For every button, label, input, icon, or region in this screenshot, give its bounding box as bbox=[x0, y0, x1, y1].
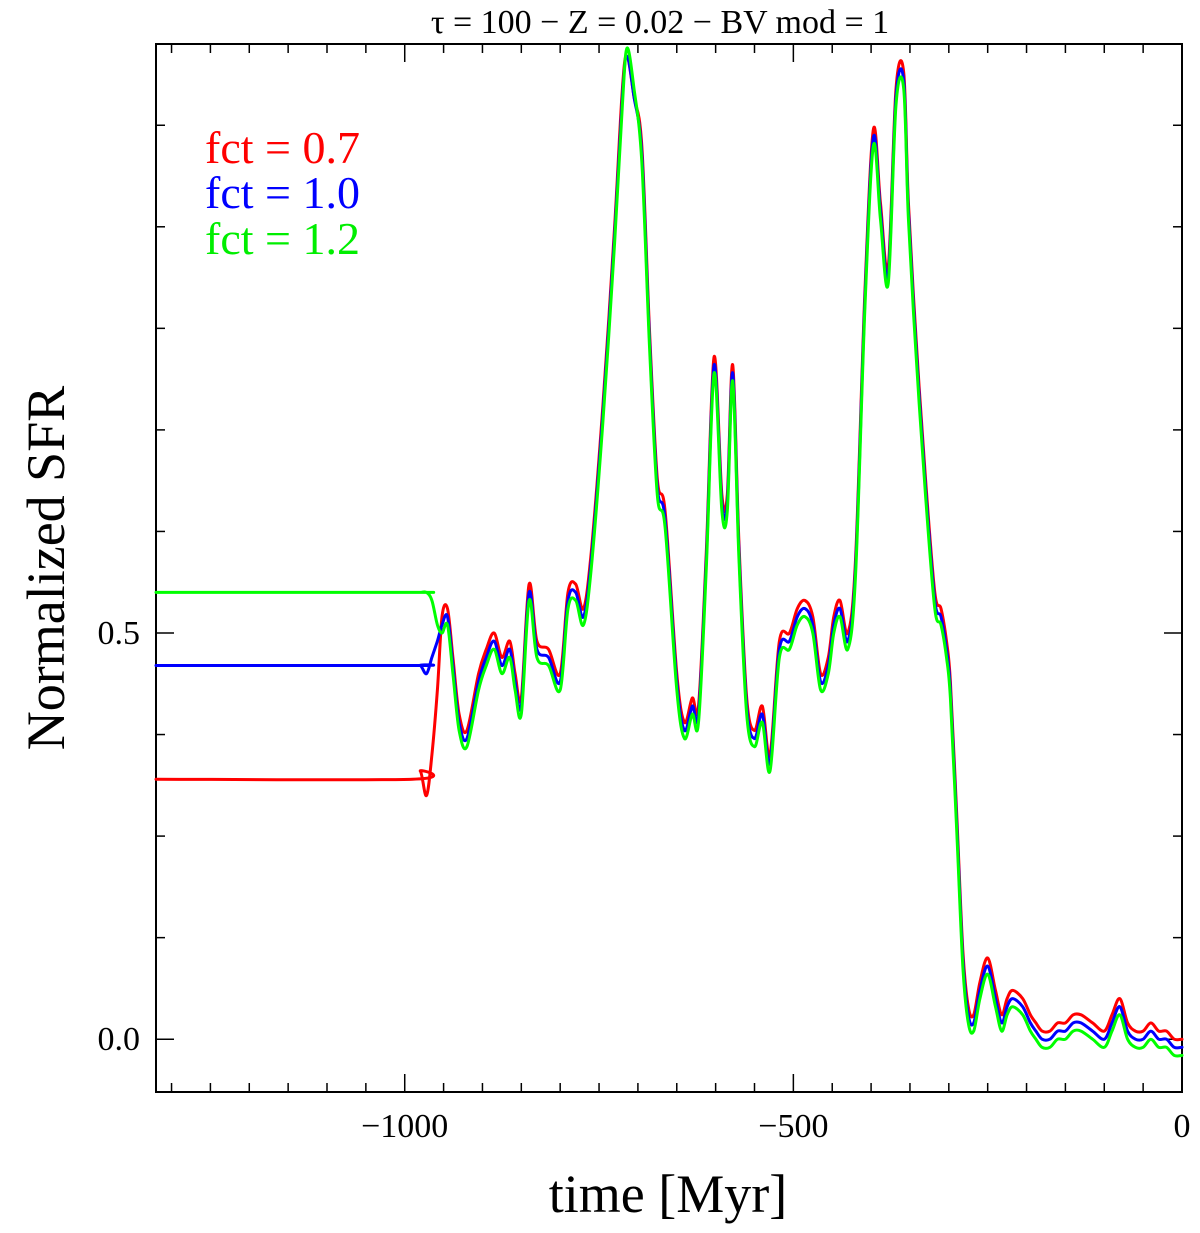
x-tick-label: −500 bbox=[758, 1108, 828, 1145]
plot-frame bbox=[155, 43, 1183, 1093]
x-axis-label: time [Myr] bbox=[549, 1164, 787, 1224]
y-tick-label: 0.5 bbox=[98, 615, 141, 652]
series-line-fct-0-7 bbox=[154, 54, 1184, 1042]
x-tick-label: −1000 bbox=[361, 1108, 448, 1145]
x-tick-label: 0 bbox=[1174, 1108, 1191, 1145]
legend-entry-fct-0-7: fct = 0.7 bbox=[205, 122, 360, 173]
y-tick-label: 0.0 bbox=[98, 1021, 141, 1058]
series-line-fct-1-2 bbox=[154, 46, 1184, 1058]
legend: fct = 0.7 fct = 1.0 fct = 1.2 bbox=[205, 122, 360, 264]
axis-ticks bbox=[156, 44, 1183, 1092]
series-line-fct-1-0 bbox=[154, 54, 1184, 1050]
legend-entry-fct-1-2: fct = 1.2 bbox=[205, 213, 360, 264]
chart-title: τ = 100 − Z = 0.02 − BV mod = 1 bbox=[431, 4, 889, 41]
legend-entry-fct-1-0: fct = 1.0 bbox=[205, 167, 360, 218]
data-series bbox=[154, 46, 1184, 1058]
axis-tick-labels: −1000 −500 0 0.0 0.5 bbox=[98, 615, 1191, 1145]
y-axis-label: Normalized SFR bbox=[16, 386, 76, 750]
